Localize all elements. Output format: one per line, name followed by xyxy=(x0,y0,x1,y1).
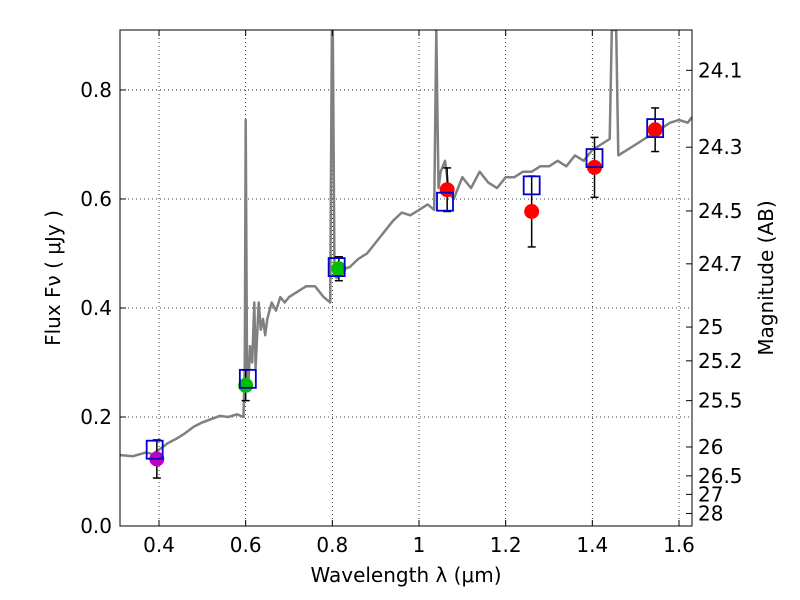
x-tick-label: 1 xyxy=(413,533,426,557)
model-flux-square xyxy=(145,439,164,460)
observed-point xyxy=(647,122,663,138)
magnitude-tick-label: 25.2 xyxy=(698,349,743,373)
magnitude-tick-label: 28 xyxy=(698,501,723,525)
x-axis-ticks: 0.4 0.6 0.8 1 1.2 1.4 1.6 xyxy=(143,30,695,557)
observed-point xyxy=(238,377,254,393)
observed-point xyxy=(524,204,540,220)
x-tick-label: 1.2 xyxy=(490,533,522,557)
magnitude-tick-label: 25.5 xyxy=(698,389,743,413)
x-tick-label: 0.8 xyxy=(316,533,348,557)
y-axis-label: Flux Fν ( μJy ) xyxy=(41,210,65,346)
x-tick-label: 1.6 xyxy=(663,533,695,557)
x-axis-label: Wavelength λ (μm) xyxy=(310,563,501,587)
magnitude-tick-label: 24.5 xyxy=(698,199,743,223)
magnitude-tick-label: 24.1 xyxy=(698,58,743,82)
magnitude-tick-label: 26 xyxy=(698,435,723,459)
model-flux-square xyxy=(436,191,454,212)
magnitude-tick-label: 27 xyxy=(698,482,723,506)
magnitude-tick-label: 24.3 xyxy=(698,135,743,159)
model-flux-squares xyxy=(145,118,665,460)
magnitude-tick-label: 25 xyxy=(698,315,723,339)
model-flux-square xyxy=(646,118,665,139)
model-flux-square xyxy=(327,257,346,277)
y-tick-label: 0.0 xyxy=(80,514,112,538)
model-flux-square xyxy=(238,368,257,389)
y2-axis-label: Magnitude (AB) xyxy=(754,200,778,355)
x-tick-label: 0.6 xyxy=(230,533,262,557)
observed-points-series xyxy=(149,122,663,467)
model-flux-square xyxy=(522,175,541,196)
y-axis-ticks: 0.0 0.2 0.4 0.6 0.8 xyxy=(80,78,126,538)
y-tick-label: 0.8 xyxy=(80,78,112,102)
magnitude-tick-label: 26.5 xyxy=(698,464,743,488)
x-tick-label: 1.4 xyxy=(576,533,608,557)
model-flux-square xyxy=(585,148,604,168)
y-tick-label: 0.2 xyxy=(80,405,112,429)
y-tick-label: 0.4 xyxy=(80,296,112,320)
y-tick-label: 0.6 xyxy=(80,187,112,211)
model-sed-series xyxy=(120,30,692,458)
plot-frame xyxy=(119,29,693,527)
observed-point xyxy=(331,261,347,277)
x-tick-label: 0.4 xyxy=(143,533,175,557)
sed-model-line xyxy=(120,30,692,458)
magnitude-tick-label: 24.7 xyxy=(698,252,743,276)
